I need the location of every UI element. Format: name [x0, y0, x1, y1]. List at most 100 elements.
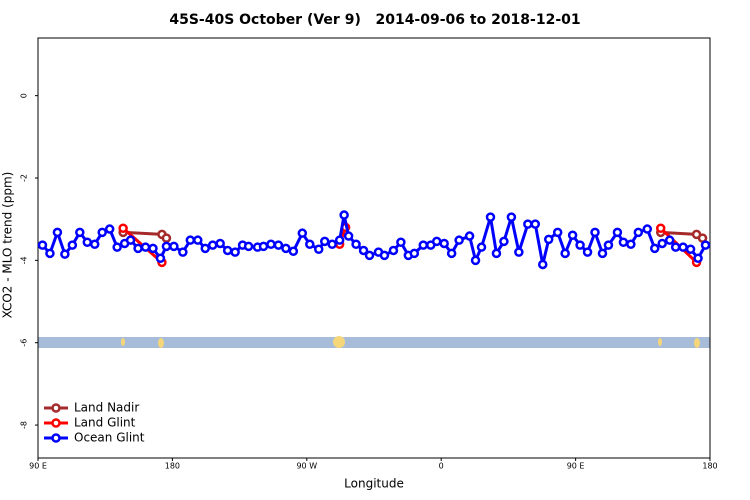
data-point [327, 239, 337, 250]
data-point [125, 235, 136, 245]
data-point [655, 223, 666, 233]
data-point [693, 253, 703, 264]
x-axis-label: Longitude [344, 477, 404, 491]
data-point [649, 243, 660, 254]
data-point [148, 243, 158, 254]
data-point [75, 227, 85, 238]
data-point [288, 246, 299, 257]
data-point [700, 240, 711, 250]
legend-marker [51, 433, 61, 443]
data-point [281, 243, 291, 254]
data-point [161, 233, 172, 243]
data-point [266, 239, 276, 250]
data-point [334, 235, 345, 245]
y-tick-label: -2 [20, 174, 29, 182]
data-point [339, 210, 349, 220]
x-tick-label: 90 E [567, 462, 585, 471]
data-point [364, 250, 375, 261]
data-point [112, 242, 122, 252]
data-point [319, 236, 330, 247]
data-point [506, 212, 517, 222]
data-point [446, 248, 457, 259]
data-point [485, 212, 496, 222]
legend-label: Ocean Glint [74, 431, 145, 445]
data-point [418, 240, 429, 250]
y-axis-label: XCO2 - MLO trend (ppm) [1, 172, 15, 319]
data-point [603, 240, 614, 250]
data-point [155, 253, 166, 264]
data-point [678, 242, 688, 252]
data-point [499, 236, 509, 247]
data-point [396, 237, 406, 247]
data-point [626, 239, 636, 250]
data-point [523, 219, 533, 229]
data-point [575, 240, 585, 250]
chart-title: 45S-40S October (Ver 9) 2014-09-06 to 20… [169, 12, 580, 28]
data-point [633, 227, 644, 238]
plot-frame [37, 37, 711, 459]
data-point [476, 242, 487, 252]
legend-label: Land Nadir [74, 401, 139, 415]
x-tick-label: 90 E [29, 462, 47, 471]
data-point [664, 235, 675, 245]
x-tick-label: 180 [165, 462, 180, 471]
data-point [67, 240, 78, 250]
data-point [543, 234, 554, 245]
y-tick-label: 0 [20, 93, 29, 98]
data-point [409, 248, 420, 259]
data-point [657, 238, 667, 249]
data-point [313, 244, 324, 254]
data-point [140, 242, 151, 252]
y-tick-label: -6 [20, 339, 29, 347]
data-point [243, 241, 254, 252]
data-point [305, 239, 315, 250]
data-point [230, 247, 240, 257]
data-point [597, 248, 608, 259]
data-point [161, 241, 172, 252]
y-tick-label: -8 [20, 421, 29, 429]
data-point [297, 228, 308, 238]
data-point [169, 241, 179, 252]
legend-label: Land Glint [74, 416, 136, 430]
legend-marker [51, 403, 61, 413]
data-point [612, 227, 623, 238]
data-point [470, 255, 481, 266]
x-tick-label: 90 W [296, 462, 317, 471]
data-point [590, 227, 600, 238]
data-point [618, 237, 629, 247]
x-tick-label: 180 [702, 462, 717, 471]
data-point [104, 224, 115, 234]
data-point [358, 245, 369, 256]
data-point [178, 247, 188, 257]
data-point [258, 241, 269, 252]
data-point [464, 231, 475, 241]
data-point [200, 243, 211, 254]
data-point [537, 259, 548, 270]
data-point [215, 238, 225, 249]
data-point [514, 247, 524, 257]
data-point [273, 240, 284, 250]
data-point [133, 243, 143, 254]
data-point [560, 248, 570, 259]
data-point [552, 227, 563, 238]
data-point [118, 223, 128, 233]
data-point [379, 250, 390, 261]
data-point [60, 249, 70, 259]
y-tick-label: -4 [20, 256, 29, 264]
data-point [45, 248, 55, 259]
data-point [530, 219, 541, 229]
data-point [185, 235, 196, 245]
data-point [351, 239, 361, 250]
data-point [431, 236, 442, 247]
data-point [343, 231, 354, 241]
data-point [567, 230, 578, 240]
data-point [89, 239, 100, 250]
legend-marker [51, 418, 61, 428]
x-tick-label: 0 [439, 462, 444, 471]
data-point [52, 227, 63, 238]
data-point [454, 235, 464, 245]
map-strip [38, 336, 710, 348]
data-point [670, 242, 681, 252]
data-point [37, 240, 48, 250]
